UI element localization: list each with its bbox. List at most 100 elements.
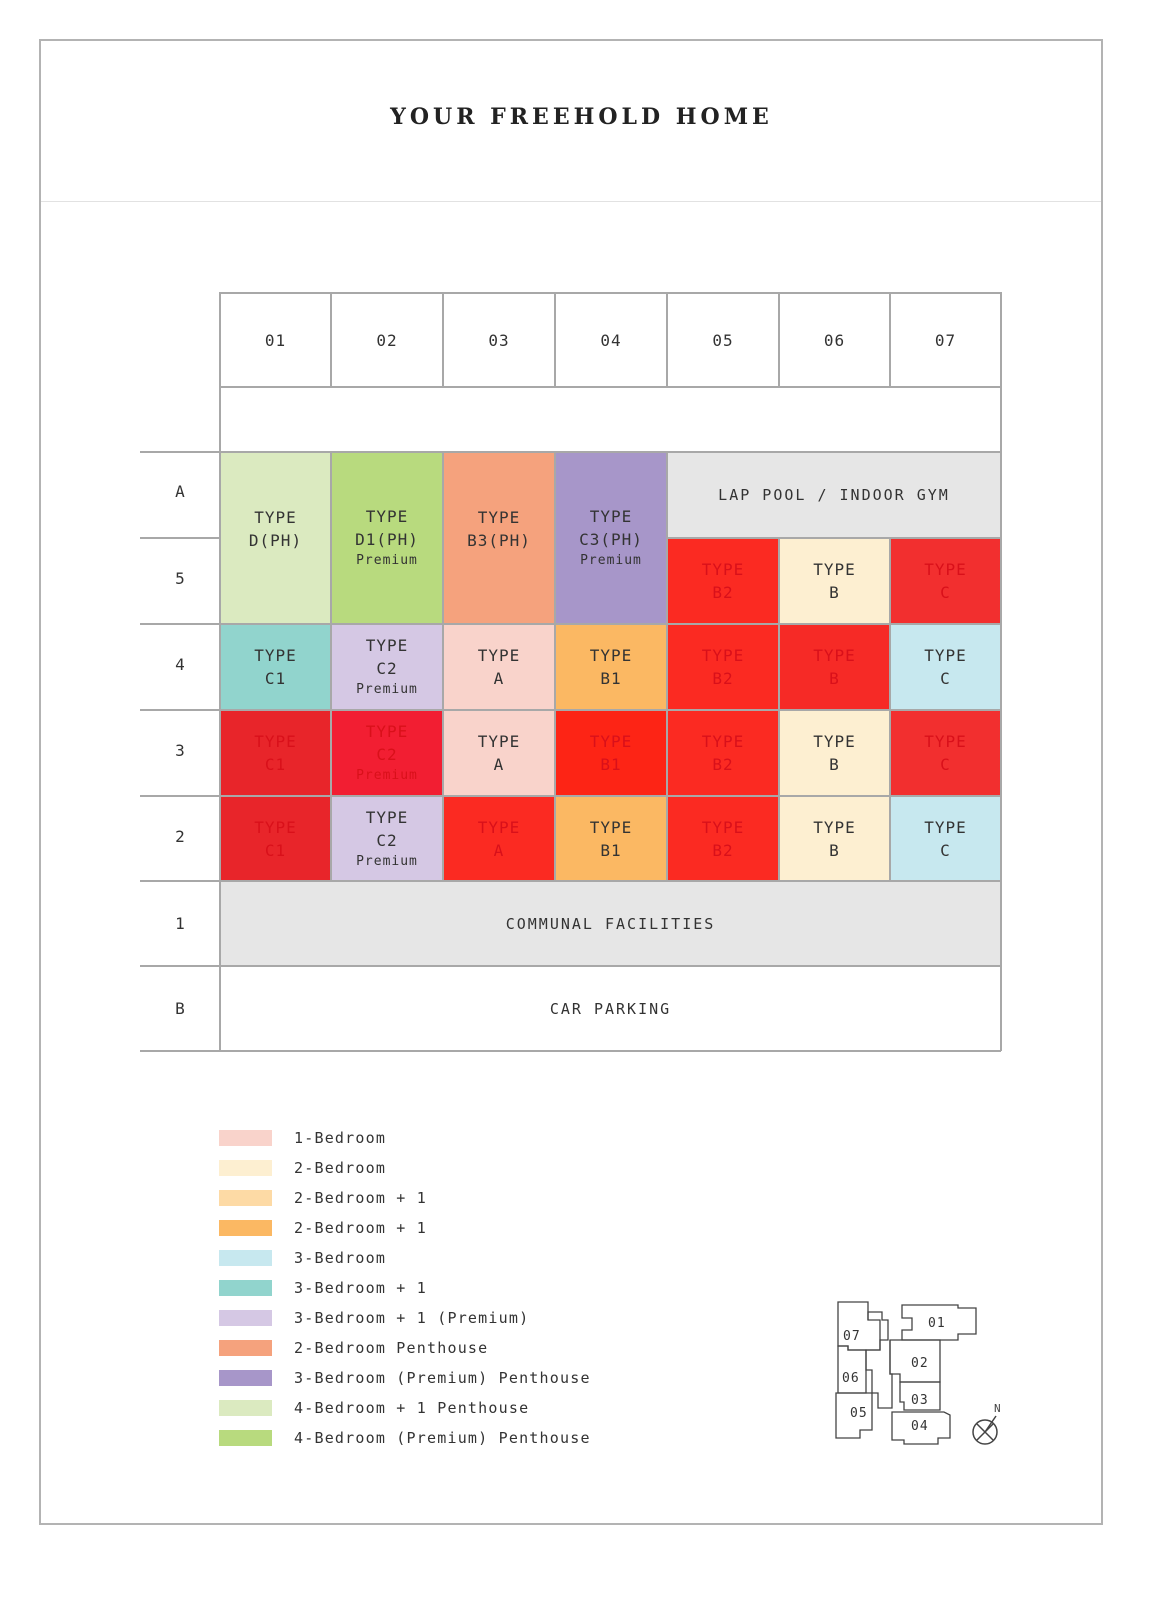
unit-type-label: TYPE	[477, 646, 521, 665]
key-plan-unit-04	[891, 1411, 951, 1445]
row-label-3: 3	[175, 740, 185, 760]
row-label-a: A	[175, 481, 185, 501]
unit-type-label: TYPE	[701, 817, 745, 837]
car-parking-block: CAR PARKING	[549, 999, 672, 1018]
row-label-1: 1	[175, 914, 185, 933]
unit-type-label: TYPE	[589, 817, 633, 837]
unit-type-label: TYPE	[813, 560, 856, 579]
unit-type-d-ph[interactable]: TYPE D(PH)	[220, 452, 331, 624]
key-plan-unit-01	[901, 1304, 977, 1341]
unit-3-04[interactable]: TYPE B1	[555, 710, 667, 796]
column-header-06: 06	[823, 330, 846, 350]
unit-2-01[interactable]: TYPE C1	[220, 796, 331, 881]
legend-item: 3-Bedroom (Premium) Penthouse	[219, 1369, 591, 1387]
unit-type-code: C	[940, 583, 951, 602]
unit-type-label: TYPE	[365, 722, 409, 741]
unit-type-b3-ph[interactable]: TYPE B3(PH)	[443, 452, 555, 624]
key-plan-core	[865, 1311, 893, 1409]
unit-4-02[interactable]: TYPE C2 Premium	[331, 624, 443, 710]
unit-type-code: B1	[600, 840, 622, 860]
legend-swatch	[219, 1310, 272, 1326]
unit-type-code: B1	[600, 669, 622, 688]
unit-type-label: TYPE	[701, 732, 745, 751]
unit-type-code: C1	[264, 755, 287, 774]
unit-3-01[interactable]: TYPE C1	[220, 710, 331, 796]
unit-type-code: A	[493, 840, 505, 860]
unit-2-04[interactable]: TYPE B1	[555, 796, 667, 881]
legend-swatch	[219, 1160, 272, 1176]
unit-type-code: A	[493, 669, 505, 688]
unit-type-code: B3(PH)	[467, 531, 531, 550]
unit-type-label: TYPE	[813, 732, 856, 751]
unit-4-03[interactable]: TYPE A	[443, 624, 555, 710]
unit-3-07[interactable]: TYPE C	[890, 710, 1001, 796]
key-plan-label-07: 07	[843, 1329, 861, 1344]
legend-swatch	[219, 1190, 272, 1206]
unit-type-code: C1	[264, 840, 287, 860]
unit-type-label: TYPE	[254, 508, 297, 527]
legend-label: 2-Bedroom Penthouse	[294, 1339, 489, 1357]
unit-type-label: TYPE	[701, 646, 745, 665]
unit-4-05[interactable]: TYPE B2	[667, 624, 779, 710]
unit-type-code: B2	[712, 840, 734, 860]
legend-item: 3-Bedroom	[219, 1249, 386, 1267]
unit-type-label: TYPE	[924, 560, 967, 579]
legend-swatch	[219, 1370, 272, 1386]
unit-5-07[interactable]: TYPE C	[890, 538, 1001, 624]
unit-type-code: A	[493, 755, 505, 774]
unit-type-c3-ph[interactable]: TYPE C3(PH) Premium	[555, 452, 667, 624]
unit-4-04[interactable]: TYPE B1	[555, 624, 667, 710]
unit-3-05[interactable]: TYPE B2	[667, 710, 779, 796]
unit-4-06[interactable]: TYPE B	[779, 624, 890, 710]
legend-label: 3-Bedroom (Premium) Penthouse	[294, 1369, 591, 1387]
unit-type-label: TYPE	[254, 646, 297, 665]
unit-type-code: C2	[376, 745, 398, 764]
key-plan-label-06: 06	[842, 1371, 860, 1386]
unit-type-code: B2	[712, 583, 734, 602]
key-plan-labels: 07 06 05 01 02 03 04	[842, 1316, 945, 1434]
unit-type-code: C	[940, 755, 951, 774]
unit-type-code: B	[829, 755, 840, 774]
column-header-07: 07	[934, 330, 957, 350]
page-title: YOUR FREEHOLD HOME	[390, 104, 773, 130]
unit-4-01[interactable]: TYPE C1	[220, 624, 331, 710]
legend-label: 3-Bedroom + 1 (Premium)	[294, 1309, 530, 1327]
unit-type-code: D1(PH)	[355, 530, 419, 549]
unit-type-code: B	[829, 840, 840, 860]
legend-item: 2-Bedroom + 1	[219, 1219, 427, 1237]
unit-2-07[interactable]: TYPE C	[890, 796, 1001, 881]
legend-swatch	[219, 1250, 272, 1266]
unit-3-02[interactable]: TYPE C2 Premium	[331, 710, 443, 796]
page-frame	[39, 39, 1103, 1525]
unit-type-label: TYPE	[589, 732, 633, 751]
unit-type-d1-ph[interactable]: TYPE D1(PH) Premium	[331, 452, 443, 624]
unit-3-03[interactable]: TYPE A	[443, 710, 555, 796]
lap-pool-gym-block: LAP POOL / INDOOR GYM	[667, 452, 1001, 538]
unit-type-label: TYPE	[365, 807, 409, 827]
unit-2-02[interactable]: TYPE C2 Premium	[331, 796, 443, 881]
unit-2-03[interactable]: TYPE A	[443, 796, 555, 881]
roof-row-box	[219, 386, 1002, 453]
column-header-02: 02	[376, 330, 398, 350]
legend-label: 4-Bedroom + 1 Penthouse	[294, 1399, 530, 1417]
north-label: N	[994, 1402, 1001, 1415]
row-label-4: 4	[175, 654, 185, 674]
column-header-05: 05	[712, 330, 734, 350]
unit-type-code: C2	[376, 830, 398, 850]
unit-premium-tag: Premium	[580, 553, 642, 568]
unit-type-code: B	[829, 583, 840, 602]
unit-4-07[interactable]: TYPE C	[890, 624, 1001, 710]
unit-2-06[interactable]: TYPE B	[779, 796, 890, 881]
unit-type-label: TYPE	[924, 732, 967, 751]
legend-item: 2-Bedroom	[219, 1159, 386, 1177]
unit-premium-tag: Premium	[356, 553, 418, 568]
unit-3-06[interactable]: TYPE B	[779, 710, 890, 796]
legend-item: 2-Bedroom + 1	[219, 1189, 427, 1207]
unit-5-05[interactable]: TYPE B2	[667, 538, 779, 624]
key-plan-label-02: 02	[911, 1356, 929, 1371]
key-plan-label-03: 03	[911, 1393, 929, 1408]
unit-type-code: C	[940, 840, 951, 860]
unit-5-06[interactable]: TYPE B	[779, 538, 890, 624]
unit-2-05[interactable]: TYPE B2	[667, 796, 779, 881]
key-plan-unit-03	[899, 1381, 941, 1411]
